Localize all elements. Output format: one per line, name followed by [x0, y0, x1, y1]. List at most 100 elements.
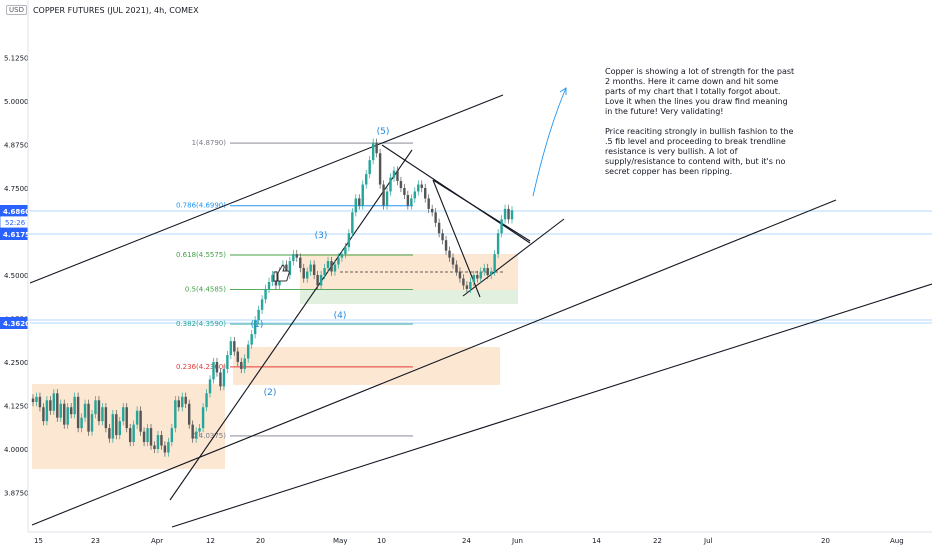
- candle-body: [69, 407, 73, 415]
- candle-body: [396, 170, 399, 182]
- candle-body: [174, 400, 177, 429]
- candle-body: [194, 431, 198, 439]
- candle-body: [146, 428, 149, 443]
- candle-body: [309, 264, 312, 272]
- candle-body: [507, 208, 510, 220]
- candle-body: [42, 407, 45, 422]
- candle-body: [365, 174, 368, 185]
- trendline: [31, 199, 837, 526]
- candle-body: [444, 240, 448, 251]
- candle-body: [198, 428, 201, 432]
- candle-body: [233, 341, 236, 352]
- candle-body: [389, 177, 392, 192]
- candle-body: [430, 208, 434, 213]
- candle-body: [465, 285, 469, 289]
- candle-body: [378, 153, 382, 185]
- candle-body: [510, 210, 514, 220]
- candle-body: [240, 362, 243, 369]
- candle-body: [101, 407, 104, 422]
- candle-body: [63, 403, 66, 425]
- candle-body: [330, 261, 333, 272]
- candle-body: [399, 181, 403, 188]
- candle-body: [302, 268, 305, 279]
- candle-body: [417, 184, 420, 192]
- x-tick-label: 10: [377, 537, 386, 545]
- note-paragraph-2: Price reaciting strongly in bullish fash…: [605, 127, 794, 176]
- wave-label: (2): [264, 388, 277, 398]
- candle-body: [337, 257, 340, 265]
- candle-body: [87, 403, 90, 432]
- candle-body: [354, 198, 358, 213]
- candle-body: [503, 208, 507, 220]
- candle-body: [392, 170, 396, 178]
- candle-body: [236, 351, 240, 362]
- candle-body: [267, 281, 271, 289]
- candle-body: [153, 445, 156, 449]
- candle-body: [403, 188, 406, 195]
- candle-body: [132, 424, 135, 443]
- trendline: [171, 283, 932, 528]
- price-tag-label: 4.6860: [3, 208, 30, 216]
- candle-body: [368, 160, 371, 175]
- candle-body: [382, 184, 385, 206]
- thumbs-up-icon: [273, 265, 290, 282]
- candle-body: [222, 368, 226, 387]
- supply-zone-left: [32, 384, 225, 469]
- x-tick-label: 20: [821, 537, 830, 545]
- supply-zone-middle: [233, 347, 500, 385]
- candle-body: [187, 403, 191, 425]
- candle-body: [59, 403, 62, 418]
- candle-body: [351, 212, 354, 234]
- candle-body: [358, 198, 361, 206]
- price-tag-label: 4.6175: [3, 231, 30, 239]
- candle-body: [246, 344, 250, 359]
- candle-body: [371, 142, 375, 161]
- candle-body: [111, 414, 115, 439]
- candle-body: [97, 400, 101, 422]
- candle-body: [476, 275, 479, 279]
- candle-body: [424, 188, 427, 199]
- candle-body: [208, 379, 212, 394]
- candle-body: [219, 372, 222, 387]
- candle-body: [451, 257, 455, 265]
- wave-label: (4): [334, 311, 347, 321]
- candle-body: [31, 398, 35, 403]
- fib-level-label: 1(4.8790): [192, 139, 227, 147]
- candle-body: [56, 393, 59, 418]
- candle-body: [257, 309, 260, 321]
- y-tick-label: 4.5000: [4, 272, 29, 280]
- candle-body: [104, 407, 108, 429]
- fib-level-label: 0.236(4.2360): [176, 363, 226, 371]
- candle-body: [191, 424, 194, 439]
- candle-body: [45, 400, 49, 422]
- candle-body: [441, 233, 444, 241]
- x-tick-label: Apr: [151, 537, 163, 545]
- currency-badge[interactable]: USD: [6, 5, 27, 15]
- candle-body: [243, 358, 246, 369]
- candle-body: [229, 341, 233, 356]
- projection-arrowhead: [559, 87, 567, 95]
- candle-body: [142, 431, 146, 443]
- fib-level-label: 0.786(4.6990): [176, 202, 226, 210]
- candle-body: [455, 264, 458, 272]
- candle-body: [135, 410, 139, 425]
- y-tick-label: 4.1250: [4, 403, 29, 411]
- projection-arrow: [532, 87, 567, 197]
- candle-body: [125, 407, 128, 429]
- candle-body: [406, 194, 410, 206]
- candle-body: [410, 198, 413, 206]
- candle-body: [427, 198, 430, 209]
- x-tick-label: 23: [91, 537, 100, 545]
- candle-body: [184, 396, 187, 404]
- candle-body: [115, 414, 118, 436]
- note-paragraph-1: Copper is showing a lot of strength for …: [605, 67, 795, 116]
- candle-body: [333, 264, 337, 272]
- candle-body: [250, 334, 253, 345]
- x-tick-label: 24: [462, 537, 471, 545]
- candle-body: [469, 281, 472, 289]
- candle-body: [118, 421, 121, 436]
- candle-body: [108, 428, 111, 439]
- x-tick-label: Jul: [703, 537, 713, 545]
